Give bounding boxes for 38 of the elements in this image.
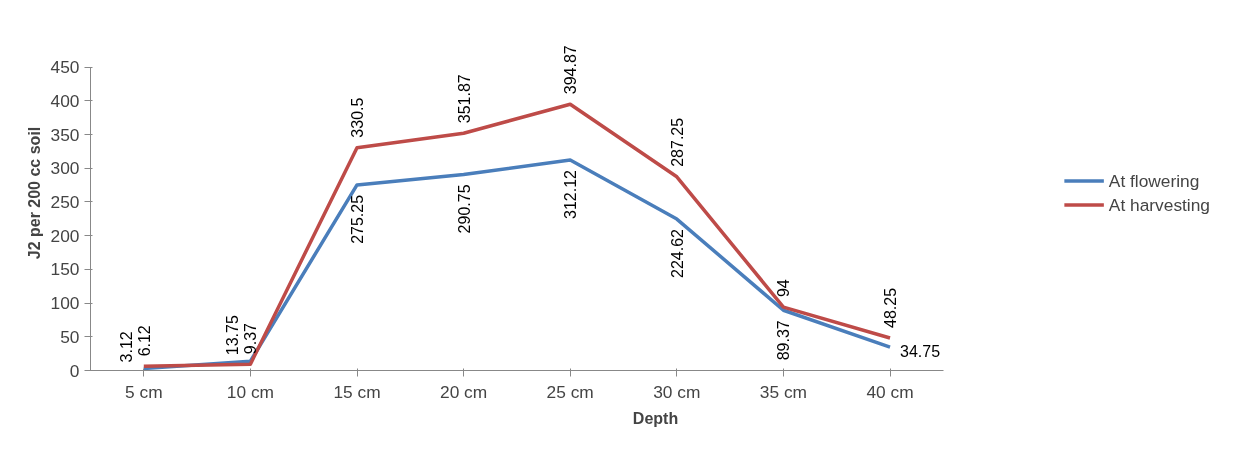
data-label: 287.25 — [668, 117, 686, 167]
data-label: 394.87 — [562, 45, 580, 95]
x-tick-label: 15 cm — [333, 381, 381, 402]
y-tick-label: 400 — [50, 90, 80, 111]
x-tick-label: 35 cm — [759, 381, 808, 402]
x-tick-label: 25 cm — [546, 381, 594, 402]
x-tick-label: 5 cm — [125, 381, 163, 402]
x-tick-label: 20 cm — [440, 381, 488, 402]
x-tick-label: 10 cm — [226, 381, 274, 402]
data-label: 224.62 — [668, 228, 686, 278]
data-label: 9.37 — [242, 322, 260, 355]
y-tick-label: 250 — [50, 191, 80, 212]
data-label: 290.75 — [455, 184, 473, 234]
y-tick-label: 150 — [50, 259, 80, 280]
data-label: 351.87 — [455, 74, 473, 124]
legend-label: At harvesting — [1108, 194, 1210, 215]
data-label: 3.12 — [117, 331, 135, 363]
x-axis-title: Depth — [632, 409, 679, 427]
y-tick-label: 50 — [60, 326, 80, 347]
data-label: 34.75 — [900, 343, 941, 361]
data-label: 6.12 — [135, 325, 153, 357]
data-label: 89.37 — [775, 320, 793, 361]
x-tick-label: 40 cm — [866, 381, 914, 402]
y-tick-label: 0 — [69, 360, 80, 381]
y-tick-label: 450 — [50, 57, 80, 78]
data-label: 13.75 — [224, 315, 242, 356]
data-label: 312.12 — [562, 169, 580, 219]
data-label: 275.25 — [349, 194, 367, 244]
data-label: 48.25 — [882, 287, 900, 328]
data-label: 330.5 — [349, 97, 367, 138]
data-label: 94 — [775, 279, 793, 298]
y-tick-label: 300 — [50, 158, 80, 179]
y-axis-title: J2 per 200 cc soil — [25, 126, 43, 260]
y-tick-label: 200 — [50, 225, 80, 246]
y-tick-label: 100 — [50, 293, 80, 314]
y-tick-label: 350 — [50, 124, 80, 145]
x-tick-label: 30 cm — [653, 381, 701, 402]
legend-label: At flowering — [1108, 170, 1200, 191]
